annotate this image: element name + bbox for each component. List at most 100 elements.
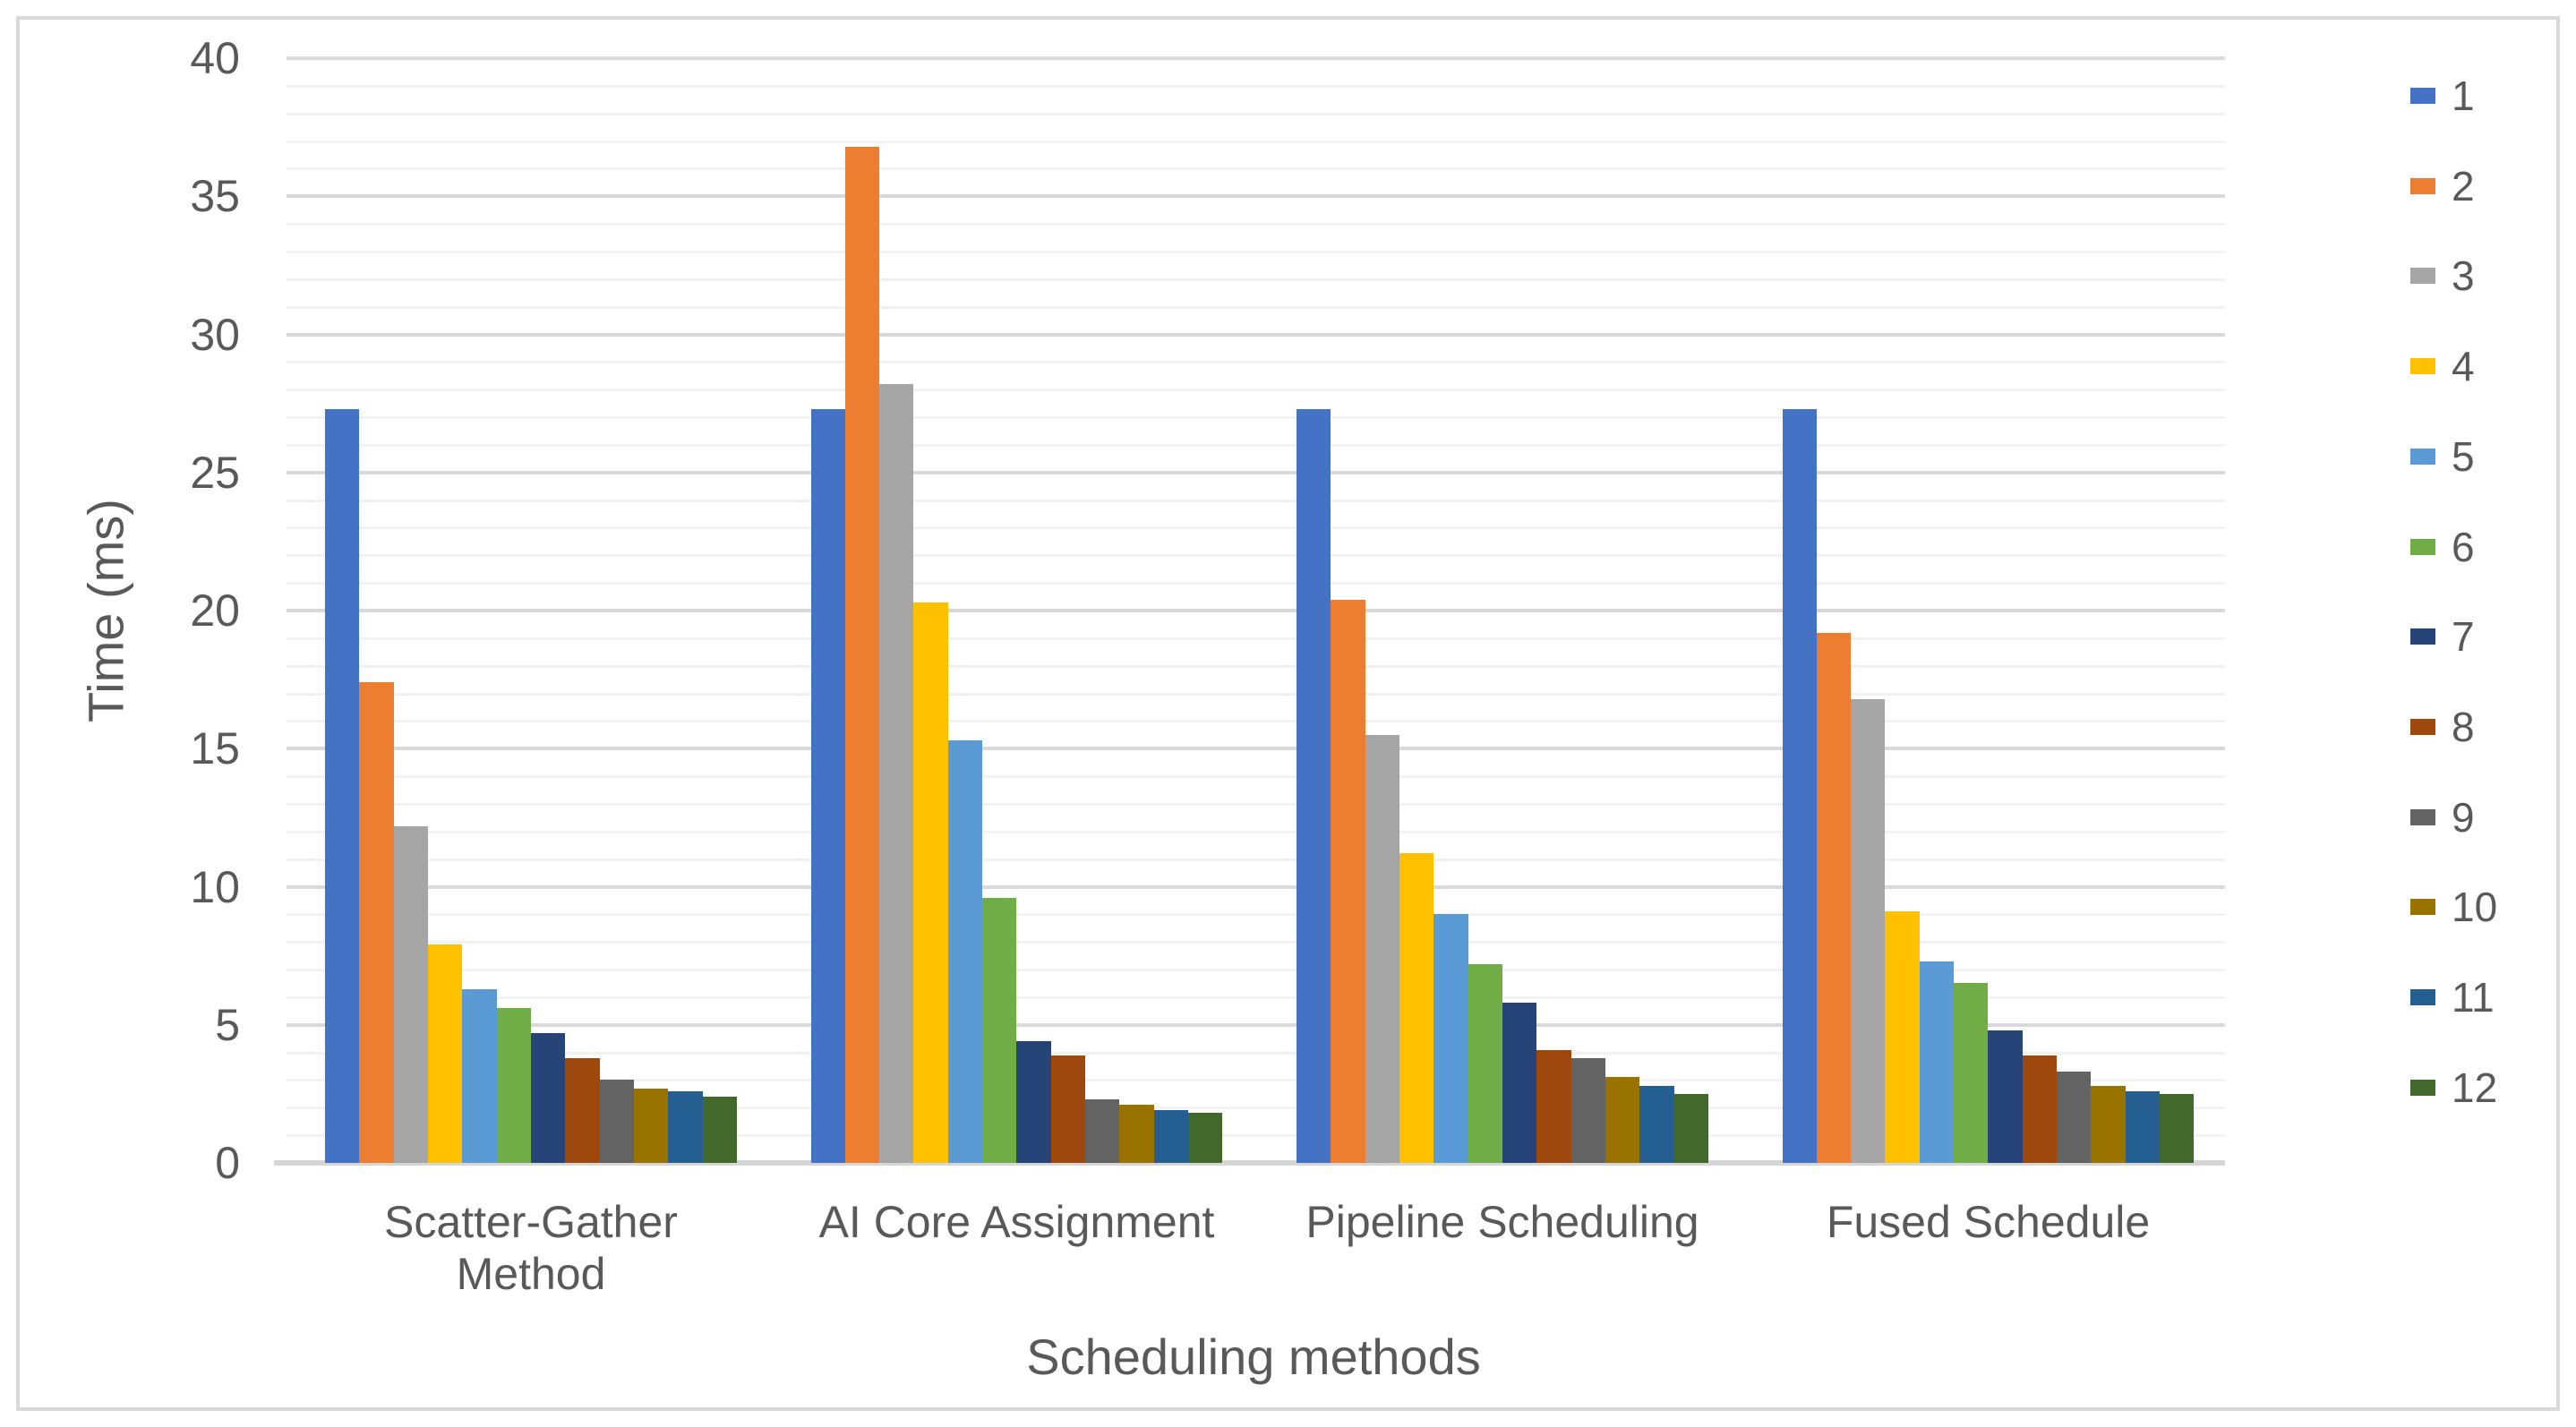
- bar-series-7: [1502, 1003, 1537, 1163]
- bar-series-5: [462, 988, 497, 1163]
- bar-series-10: [633, 1088, 669, 1163]
- bar-series-1: [810, 408, 845, 1163]
- bar-series-5: [947, 740, 983, 1163]
- legend-item-3: 3: [2410, 254, 2475, 297]
- bar-series-8: [1050, 1055, 1086, 1163]
- bar-series-5: [1919, 961, 1955, 1163]
- bar-series-12: [2160, 1093, 2195, 1163]
- y-gridline-minor: [287, 305, 2225, 309]
- category-label: Pipeline Scheduling: [1305, 1197, 1699, 1247]
- x-axis-line: [274, 1160, 2225, 1166]
- y-gridline-major: [287, 194, 2225, 199]
- y-gridline-minor: [287, 995, 2225, 999]
- y-gridline-minor: [287, 443, 2225, 447]
- category-label: Fused Schedule: [1826, 1197, 2151, 1247]
- bar-series-11: [2125, 1090, 2161, 1163]
- bar-series-5: [1433, 914, 1468, 1163]
- category-label: Scatter-Gather Method: [384, 1197, 678, 1299]
- legend-swatch-icon: [2410, 628, 2435, 645]
- bar-series-6: [1468, 963, 1502, 1163]
- bar-series-3: [1365, 734, 1399, 1163]
- bar-group-4: [1782, 58, 2195, 1163]
- legend-swatch-icon: [2410, 177, 2435, 194]
- bar-series-10: [2091, 1085, 2126, 1163]
- y-gridline-minor: [287, 278, 2225, 281]
- bar-series-3: [1851, 698, 1886, 1163]
- y-gridline-minor: [287, 582, 2225, 585]
- legend-item-8: 8: [2410, 705, 2475, 748]
- y-gridline-minor: [287, 389, 2225, 392]
- bar-series-7: [1988, 1030, 2023, 1163]
- legend-swatch-icon: [2410, 88, 2435, 104]
- bar-series-8: [2022, 1055, 2058, 1163]
- y-gridline-major: [287, 56, 2225, 60]
- y-gridline-minor: [287, 167, 2225, 171]
- y-gridline-minor: [287, 1107, 2225, 1110]
- legend-item-11: 11: [2410, 976, 2495, 1019]
- y-gridline-minor: [287, 250, 2225, 253]
- bar-series-6: [982, 897, 1017, 1163]
- bar-series-11: [1153, 1110, 1189, 1163]
- y-gridline-minor: [287, 499, 2225, 502]
- legend-swatch-icon: [2410, 899, 2435, 916]
- y-gridline-minor: [287, 913, 2225, 917]
- legend-swatch-icon: [2410, 989, 2435, 1005]
- y-tick-label: 10: [190, 861, 240, 912]
- bar-series-12: [702, 1096, 737, 1163]
- y-gridline-minor: [287, 554, 2225, 558]
- legend-swatch-icon: [2410, 448, 2435, 465]
- legend-swatch-icon: [2410, 808, 2435, 825]
- y-gridline-minor: [287, 223, 2225, 226]
- bar-series-9: [1085, 1099, 1120, 1163]
- bar-series-4: [427, 944, 463, 1163]
- y-tick-label: 0: [215, 1138, 240, 1188]
- y-gridline-major: [287, 470, 2225, 474]
- y-axis-title: Time (ms): [77, 499, 134, 722]
- legend-label: 7: [2452, 613, 2475, 661]
- bar-group-1: [325, 58, 737, 1163]
- legend-label: 1: [2452, 73, 2475, 119]
- x-axis-title: Scheduling methods: [1026, 1329, 1481, 1385]
- bar-series-7: [530, 1033, 566, 1163]
- bar-series-3: [879, 384, 914, 1163]
- legend-label: 2: [2452, 162, 2475, 209]
- y-gridline-minor: [287, 416, 2225, 420]
- bar-series-4: [1399, 853, 1434, 1163]
- bar-group-2: [810, 58, 1223, 1163]
- y-gridline-minor: [287, 637, 2225, 640]
- bar-series-12: [1673, 1093, 1708, 1163]
- y-gridline-minor: [287, 858, 2225, 861]
- legend-swatch-icon: [2410, 718, 2435, 735]
- bar-series-11: [668, 1090, 703, 1163]
- legend-swatch-icon: [2410, 1079, 2435, 1096]
- bar-series-9: [2057, 1072, 2092, 1163]
- bar-series-1: [325, 408, 360, 1163]
- legend-swatch-icon: [2410, 358, 2435, 375]
- y-gridline-major: [287, 884, 2225, 889]
- legend-item-5: 5: [2410, 435, 2475, 478]
- y-gridline-minor: [287, 802, 2225, 806]
- bar-series-1: [1297, 408, 1331, 1163]
- bar-series-4: [1885, 911, 1920, 1163]
- y-gridline-minor: [287, 775, 2225, 779]
- bar-series-9: [1570, 1057, 1605, 1163]
- legend-label: 4: [2452, 343, 2475, 390]
- legend-label: 9: [2452, 793, 2475, 841]
- bar-series-6: [1954, 983, 1989, 1163]
- y-gridline-minor: [287, 140, 2225, 143]
- bar-series-1: [1782, 408, 1817, 1163]
- legend-label: 8: [2452, 703, 2475, 750]
- y-tick-label: 5: [215, 999, 240, 1050]
- legend-item-1: 1: [2410, 74, 2475, 117]
- y-gridline-major: [287, 747, 2225, 751]
- bar-series-4: [913, 602, 948, 1163]
- y-gridline-minor: [287, 664, 2225, 668]
- legend-swatch-icon: [2410, 268, 2435, 285]
- y-gridline-minor: [287, 1051, 2225, 1055]
- y-gridline-minor: [287, 112, 2225, 115]
- legend-label: 6: [2452, 523, 2475, 570]
- y-tick-label: 20: [190, 585, 240, 636]
- legend-label: 12: [2452, 1064, 2498, 1111]
- bar-series-6: [496, 1008, 531, 1163]
